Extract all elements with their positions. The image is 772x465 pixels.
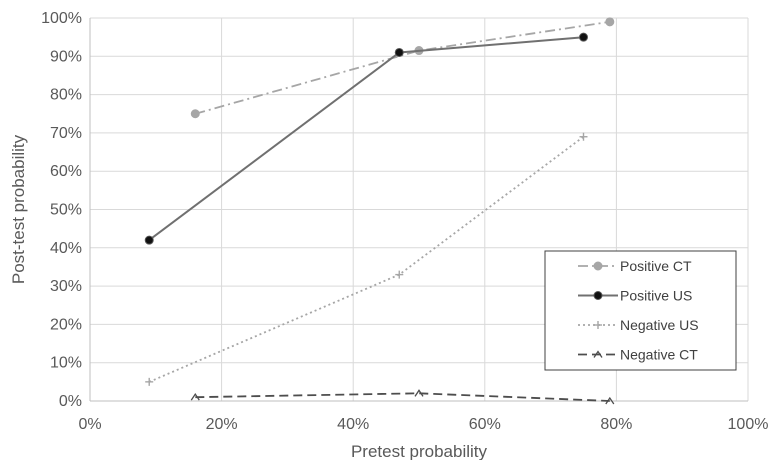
axes (89, 18, 748, 402)
y-tick-label: 70% (50, 125, 82, 142)
data-point-negative-ct (605, 396, 615, 405)
series-positive-us (144, 32, 588, 245)
y-tick-label: 40% (50, 240, 82, 257)
series-layer (144, 17, 615, 405)
x-tick-label: 60% (469, 416, 501, 433)
data-point-positive-ct (190, 109, 200, 119)
y-tick-label: 10% (50, 355, 82, 372)
x-tick-label: 80% (600, 416, 632, 433)
legend-item-positive-ct: Positive CT (578, 258, 692, 274)
tick-labels: 0% 10% 20% 30% 40% 50% 60% 70% 80% 90% 100% 0% 20% 40… (41, 10, 768, 433)
legend-item-negative-ct: Negative CT (578, 347, 698, 363)
x-tick-label: 100% (728, 416, 769, 433)
y-tick-label: 100% (41, 10, 82, 27)
legend-marker (593, 291, 603, 300)
legend-marker (593, 350, 603, 358)
data-point-positive-us (144, 235, 154, 245)
data-point-positive-us (394, 47, 404, 57)
x-tick-label: 20% (206, 416, 238, 433)
series-negative-us (145, 132, 588, 386)
legend-box (544, 250, 737, 371)
legend-label: Positive CT (620, 258, 692, 274)
series-negative-ct (190, 389, 615, 405)
legend-marker (593, 261, 603, 271)
y-tick-label: 0% (59, 393, 82, 410)
x-axis-title: Pretest probability (351, 442, 488, 460)
y-tick-label: 30% (50, 278, 82, 295)
series-line-negative-ct (195, 392, 610, 402)
legend: Positive CT Positive US Negative US Negativ… (544, 250, 737, 371)
y-tick-label: 60% (50, 163, 82, 180)
legend-label: Negative US (620, 317, 699, 333)
y-tick-label: 20% (50, 316, 82, 333)
data-point-negative-us (145, 377, 154, 386)
series-line-positive-ct (195, 20, 610, 115)
y-axis-title: Post-test probability (9, 134, 28, 284)
legend-label: Positive US (620, 288, 692, 304)
y-tick-label: 80% (50, 87, 82, 104)
data-point-positive-us (579, 32, 588, 42)
data-point-negative-us (395, 270, 404, 279)
data-point-positive-ct (605, 17, 615, 27)
data-point-negative-us (579, 132, 588, 141)
legend-label: Negative CT (620, 347, 698, 363)
y-tick-label: 50% (50, 202, 82, 219)
legend-item-positive-us: Positive US (578, 288, 692, 304)
series-line-negative-us (148, 135, 585, 383)
x-tick-label: 0% (78, 416, 101, 433)
data-point-negative-ct (414, 389, 424, 397)
data-point-negative-ct (190, 392, 200, 401)
series-positive-ct (190, 17, 615, 119)
y-tick-label: 90% (50, 48, 82, 65)
legend-marker (594, 321, 602, 329)
legend-item-negative-us: Negative US (578, 317, 699, 333)
x-tick-label: 40% (337, 416, 369, 433)
